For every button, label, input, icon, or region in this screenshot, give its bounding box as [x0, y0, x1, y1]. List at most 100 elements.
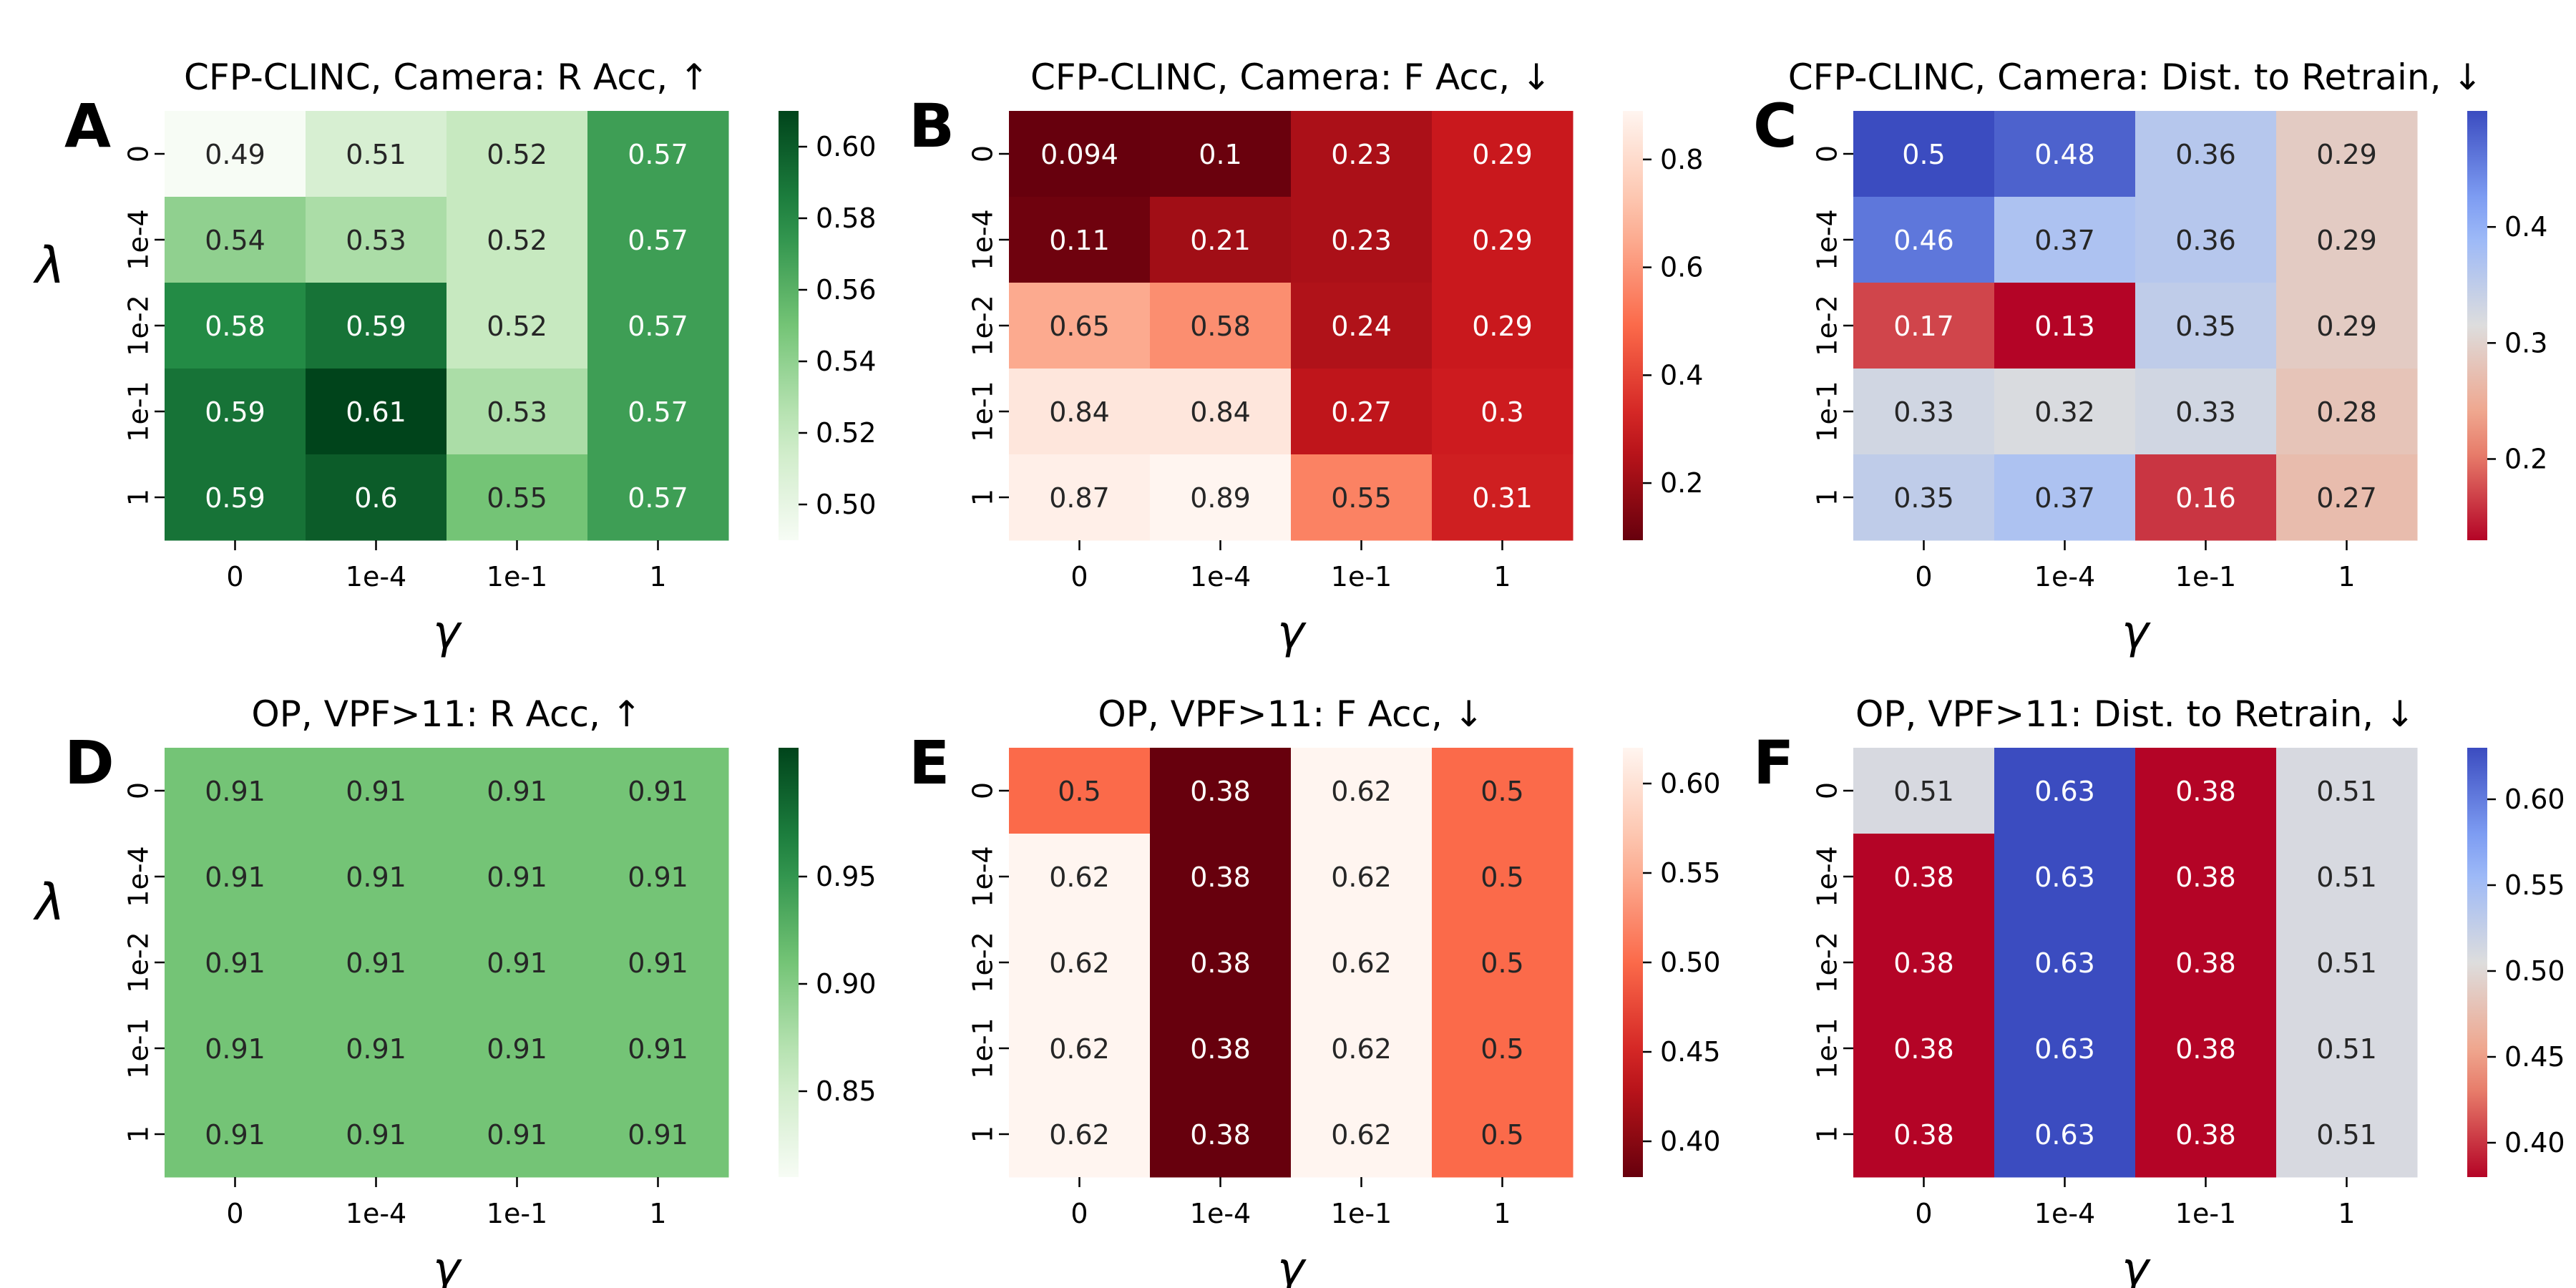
heatmap-cell [1432, 834, 1574, 920]
y-tick-label: 1 [1812, 1126, 1843, 1143]
heatmap-cell [1432, 454, 1574, 541]
cell-value: 0.58 [1190, 311, 1251, 342]
heatmap-cell [1009, 1005, 1151, 1092]
heatmap-cell [587, 919, 729, 1006]
heatmap-cell [1853, 369, 1995, 455]
cell-value: 0.38 [1190, 1119, 1251, 1151]
heatmap-cell [1291, 748, 1433, 834]
panel-letter: D [64, 728, 114, 798]
heatmap-cell [2135, 369, 2277, 455]
heatmap-cell [1432, 111, 1574, 197]
colorbar-tick-label: 0.52 [816, 417, 877, 449]
heatmap-cell [306, 197, 447, 283]
heatmap-cell [447, 283, 588, 369]
x-tick-label: 1e-4 [2034, 561, 2095, 592]
heatmap-cell [1009, 197, 1151, 283]
x-tick-label: 1e-4 [1190, 1198, 1251, 1229]
colorbar-tick-label: 0.40 [1660, 1126, 1721, 1157]
x-axis-label: γ [433, 1243, 462, 1288]
cell-value: 0.46 [1893, 225, 1954, 256]
cell-value: 0.91 [346, 947, 406, 979]
heatmap-cell [2276, 834, 2418, 920]
colorbar-tick-label: 0.60 [2504, 784, 2565, 815]
y-tick-label: 1e-4 [967, 846, 999, 907]
heatmap-cell [587, 111, 729, 197]
cell-value: 0.55 [487, 482, 547, 514]
heatmap-cell [1853, 748, 1995, 834]
heatmap-cell [1853, 197, 1995, 283]
cell-value: 0.91 [487, 1033, 547, 1065]
cell-value: 0.38 [1893, 947, 1954, 979]
heatmap-cell [1291, 919, 1433, 1006]
heatmap-cell [1994, 834, 2136, 920]
cell-value: 0.63 [2034, 947, 2095, 979]
panel-e: OP, VPF>11: F Acc, ↓ E 0.5 0.38 0.62 0.5 0.62 0… [909, 693, 1721, 1288]
heatmap-cell [165, 834, 306, 920]
panel-title: OP, VPF>11: F Acc, ↓ [1098, 693, 1483, 735]
cell-value: 0.91 [205, 776, 265, 807]
cell-value: 0.57 [628, 396, 688, 428]
cell-value: 0.1 [1199, 139, 1241, 170]
cell-value: 0.62 [1049, 947, 1110, 979]
heatmap-cell [447, 919, 588, 1006]
x-tick-label: 1e-1 [2175, 1198, 2236, 1229]
cell-value: 0.33 [1893, 396, 1954, 428]
cell-value: 0.32 [2034, 396, 2095, 428]
cell-value: 0.57 [628, 225, 688, 256]
cell-value: 0.59 [205, 482, 265, 514]
heatmap-cell [1994, 111, 2136, 197]
heatmap-cell [1291, 1005, 1433, 1092]
cell-value: 0.24 [1331, 311, 1392, 342]
x-tick-label: 1 [2338, 1198, 2355, 1229]
cell-value: 0.29 [2316, 139, 2377, 170]
heatmap-cell [1009, 369, 1151, 455]
y-tick-label: 1 [123, 489, 155, 506]
colorbar [2467, 748, 2487, 1177]
panel-letter: C [1753, 91, 1797, 161]
heatmap-cell [1853, 454, 1995, 541]
x-tick-label: 1e-1 [487, 1198, 547, 1229]
heatmap-cell [165, 748, 306, 834]
heatmap-cell [1009, 111, 1151, 197]
y-tick-label: 1e-4 [123, 209, 155, 270]
y-tick-label: 0 [123, 782, 155, 799]
cell-value: 0.52 [487, 311, 547, 342]
cell-value: 0.38 [1190, 862, 1251, 893]
heatmap-cell [1291, 111, 1433, 197]
x-tick-label: 1e-4 [2034, 1198, 2095, 1229]
heatmap-cell [2276, 1005, 2418, 1092]
y-tick-label: 1e-2 [1812, 295, 1843, 356]
y-axis-label: λ [32, 873, 64, 932]
cell-value: 0.91 [346, 1119, 406, 1151]
cell-value: 0.62 [1331, 947, 1392, 979]
x-tick-label: 1e-4 [1190, 561, 1251, 592]
heatmap-cell [1853, 919, 1995, 1006]
heatmap-cell [1432, 919, 1574, 1006]
y-tick-label: 1e-1 [967, 1018, 999, 1078]
heatmap-cell [1432, 1091, 1574, 1178]
colorbar-tick-label: 0.45 [2504, 1041, 2565, 1073]
heatmap-cell [587, 197, 729, 283]
y-tick-label: 1e-2 [967, 295, 999, 356]
y-tick-label: 1 [123, 1126, 155, 1143]
heatmap-cell [1009, 919, 1151, 1006]
cell-value: 0.91 [628, 1033, 688, 1065]
colorbar-tick-label: 0.50 [1660, 947, 1721, 978]
cell-value: 0.37 [2034, 482, 2095, 514]
cell-value: 0.38 [1893, 862, 1954, 893]
cell-value: 0.57 [628, 139, 688, 170]
y-tick-label: 1e-4 [1812, 846, 1843, 907]
heatmap-cell [2276, 919, 2418, 1006]
cell-value: 0.59 [205, 396, 265, 428]
cell-value: 0.63 [2034, 1033, 2095, 1065]
heatmap-cell [165, 197, 306, 283]
cell-value: 0.91 [346, 1033, 406, 1065]
cell-value: 0.84 [1190, 396, 1251, 428]
x-axis-label: γ [433, 606, 462, 659]
cell-value: 0.5 [1480, 1033, 1523, 1065]
x-tick-label: 1 [2338, 561, 2355, 592]
x-tick-label: 1e-4 [346, 1198, 406, 1229]
y-tick-label: 1e-1 [1812, 381, 1843, 441]
colorbar-tick-label: 0.90 [816, 968, 877, 1000]
heatmap-cell [1994, 748, 2136, 834]
